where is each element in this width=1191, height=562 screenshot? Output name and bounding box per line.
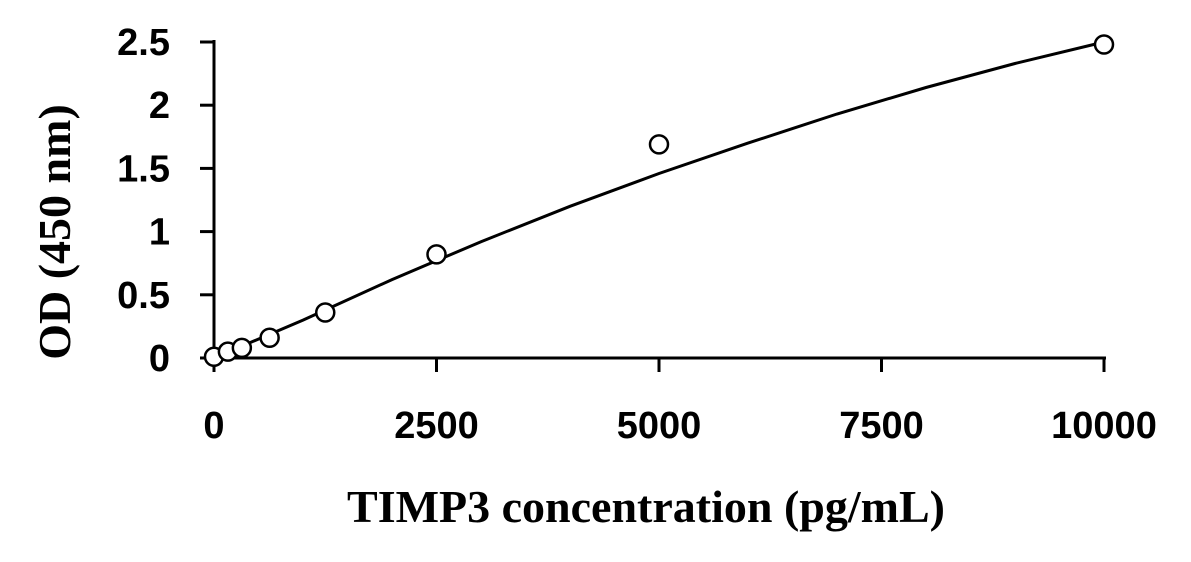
y-axis-title: OD (450 nm) xyxy=(29,104,80,360)
y-tick-label: 2 xyxy=(149,85,170,127)
y-axis-ticks: 0 0.5 1 1.5 2 2.5 xyxy=(117,22,214,380)
data-point xyxy=(648,134,670,155)
data-points xyxy=(203,34,1115,367)
fit-curve xyxy=(213,40,1105,360)
y-tick-label: 0.5 xyxy=(117,275,170,317)
y-tick-label: 0 xyxy=(149,338,170,380)
x-axis-title: TIMP3 concentration (pg/mL) xyxy=(347,481,945,532)
x-tick-label: 10000 xyxy=(1051,405,1157,447)
y-tick-label: 1.5 xyxy=(117,148,170,190)
data-point xyxy=(1093,34,1115,55)
axes xyxy=(200,40,1106,360)
y-tick-label: 1 xyxy=(149,212,170,254)
data-point xyxy=(259,327,280,349)
data-point xyxy=(231,337,253,359)
x-axis-ticks: 0 2500 5000 7500 10000 xyxy=(203,358,1157,447)
x-tick-label: 0 xyxy=(203,405,224,447)
data-point xyxy=(426,244,447,265)
x-tick-label: 5000 xyxy=(617,405,702,447)
x-tick-label: 7500 xyxy=(839,405,924,447)
data-point xyxy=(315,302,336,323)
x-tick-label: 2500 xyxy=(394,405,479,447)
y-tick-label: 2.5 xyxy=(117,22,170,64)
